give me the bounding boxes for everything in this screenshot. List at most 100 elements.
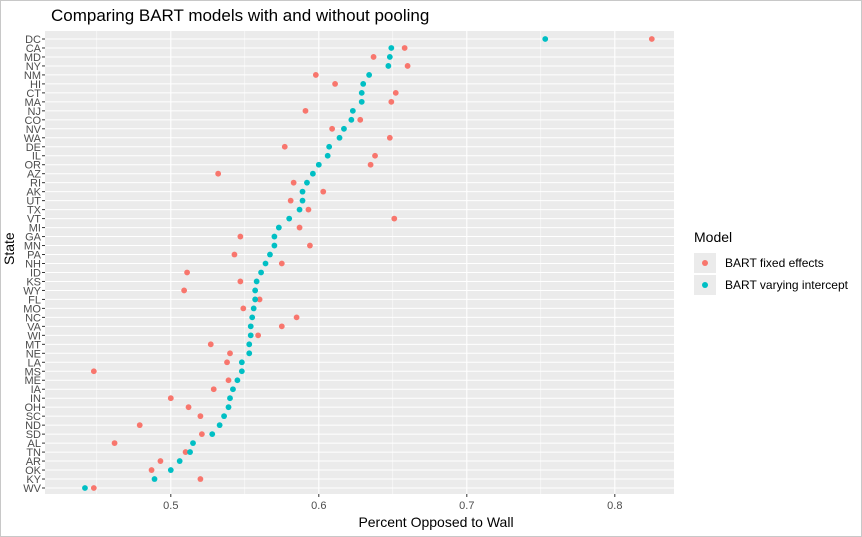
point-varying-intercept-ne — [246, 350, 253, 357]
x-tick-label: 0.6 — [311, 500, 326, 512]
legend-item-fixed-effects: BART fixed effects — [694, 252, 848, 274]
point-fixed-effects-ks — [237, 278, 244, 285]
point-fixed-effects-wv — [90, 485, 97, 491]
point-fixed-effects-pa — [231, 251, 238, 258]
y-tick-label-me: ME — [25, 375, 42, 387]
y-tick-label-ne: NE — [26, 348, 41, 360]
y-tick-label-ut: UT — [26, 196, 41, 208]
point-fixed-effects-mn — [307, 242, 313, 249]
y-tick-label-ok: OK — [25, 465, 42, 477]
point-varying-intercept-ca — [388, 45, 395, 51]
point-fixed-effects-ky — [197, 476, 204, 482]
point-fixed-effects-de — [281, 143, 288, 150]
point-varying-intercept-de — [326, 143, 333, 150]
y-tick-label-ms: MS — [25, 366, 42, 378]
point-varying-intercept-wy — [252, 287, 259, 294]
y-tick-label-dc: DC — [25, 34, 41, 46]
point-varying-intercept-wi — [247, 332, 254, 339]
y-tick-label-ak: AK — [26, 187, 41, 199]
point-fixed-effects-az — [215, 170, 222, 177]
y-tick-label-az: AZ — [27, 169, 41, 181]
point-fixed-effects-id — [184, 269, 190, 276]
y-tick-label-id: ID — [30, 267, 41, 279]
point-fixed-effects-ms — [90, 368, 97, 375]
point-fixed-effects-nj — [302, 107, 309, 114]
legend-title: Model — [694, 229, 733, 245]
point-fixed-effects-il — [372, 152, 378, 159]
point-varying-intercept-wv — [82, 485, 88, 491]
y-tick-label-nm: NM — [24, 70, 41, 82]
point-varying-intercept-nd — [216, 422, 223, 429]
y-tick-label-co: CO — [25, 115, 42, 127]
point-varying-intercept-oh — [225, 404, 232, 411]
point-fixed-effects-in — [167, 395, 174, 402]
legend-label: BART fixed effects — [725, 256, 824, 270]
y-tick-label-mo: MO — [23, 303, 41, 315]
point-varying-intercept-id — [258, 269, 264, 276]
y-tick-label-de: DE — [26, 142, 41, 154]
point-varying-intercept-ma — [358, 98, 365, 105]
point-fixed-effects-ny — [404, 63, 411, 69]
point-varying-intercept-md — [386, 54, 393, 60]
y-tick-label-tx: TX — [27, 205, 42, 217]
y-tick-label-ny: NY — [26, 61, 42, 73]
point-fixed-effects-ma — [388, 98, 395, 105]
point-fixed-effects-wi — [255, 332, 262, 339]
y-tick-label-mt: MT — [25, 339, 41, 351]
point-fixed-effects-ut — [287, 197, 294, 204]
y-tick-label-wa: WA — [24, 133, 42, 145]
y-tick-label-nv: NV — [26, 124, 42, 136]
point-varying-intercept-hi — [360, 81, 367, 87]
point-varying-intercept-ar — [176, 458, 183, 464]
point-varying-intercept-wa — [336, 134, 343, 141]
point-varying-intercept-or — [315, 161, 322, 168]
point-varying-intercept-ok — [167, 467, 174, 473]
y-tick-label-ky: KY — [26, 474, 41, 486]
point-varying-intercept-nm — [366, 72, 373, 78]
point-fixed-effects-wy — [181, 287, 188, 294]
point-fixed-effects-dc — [648, 36, 655, 42]
y-tick-label-ks: KS — [26, 276, 41, 288]
y-tick-label-pa: PA — [27, 250, 42, 262]
legend-key — [694, 275, 716, 295]
legend-dot-fixed-effects — [702, 260, 708, 266]
y-tick-label-sd: SD — [26, 429, 41, 441]
point-varying-intercept-va — [247, 323, 254, 330]
point-varying-intercept-pa — [267, 251, 273, 258]
y-tick-label-ga: GA — [25, 232, 42, 244]
y-tick-label-oh: OH — [25, 402, 42, 414]
y-tick-label-il: IL — [32, 151, 41, 163]
x-axis-label-text: Percent Opposed to Wall — [358, 514, 514, 530]
point-fixed-effects-va — [278, 323, 285, 330]
y-tick-label-fl: FL — [28, 294, 41, 306]
point-varying-intercept-nh — [262, 260, 269, 267]
y-tick-label-mn: MN — [24, 241, 41, 253]
y-tick-label-nd: ND — [25, 420, 41, 432]
y-axis-label: State — [1, 232, 17, 265]
point-fixed-effects-nd — [136, 422, 143, 429]
point-varying-intercept-nj — [349, 107, 356, 114]
point-varying-intercept-la — [238, 359, 245, 366]
y-tick-label-nh: NH — [25, 259, 41, 271]
point-fixed-effects-or — [367, 161, 374, 168]
point-fixed-effects-md — [370, 54, 377, 60]
y-tick-label-nc: NC — [25, 312, 41, 324]
panel-background — [45, 31, 674, 494]
point-fixed-effects-ca — [401, 45, 408, 51]
y-tick-label-al: AL — [28, 438, 41, 450]
point-fixed-effects-nh — [278, 260, 285, 267]
legend: Model BART fixed effects BART varying in… — [694, 229, 848, 296]
point-fixed-effects-ne — [227, 350, 233, 357]
legend-label: BART varying intercept — [725, 278, 848, 292]
y-tick-label-or: OR — [25, 160, 42, 172]
point-fixed-effects-nc — [293, 314, 300, 321]
x-tick-label: 0.8 — [607, 500, 622, 512]
point-fixed-effects-ok — [148, 467, 155, 473]
y-tick-label-hi: HI — [30, 79, 41, 91]
point-fixed-effects-sd — [198, 431, 205, 438]
y-tick-label-ar: AR — [26, 456, 41, 468]
point-fixed-effects-mo — [240, 305, 247, 312]
point-fixed-effects-la — [224, 359, 230, 366]
y-tick-label-va: VA — [27, 321, 42, 333]
